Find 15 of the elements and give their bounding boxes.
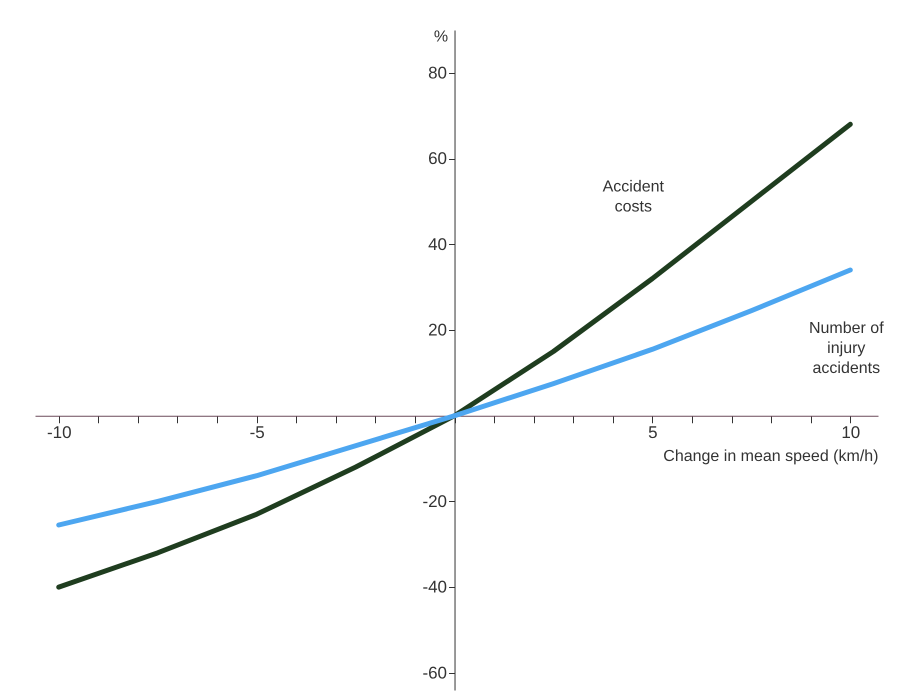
y-axis-title: % (434, 28, 448, 46)
y-tick-label: -20 (422, 492, 448, 511)
y-tick-label: 20 (428, 320, 448, 340)
y-tick-label: 80 (428, 63, 448, 82)
x-tick-label: -5 (250, 423, 265, 442)
y-tick-label: -40 (422, 578, 448, 597)
text: Accident costs (602, 178, 665, 216)
y-tick-label: 60 (428, 149, 448, 168)
series-label: Number of injury accidents (808, 320, 884, 377)
x-axis-title: Change in mean speed (km/h) (663, 448, 878, 466)
x-tick-label: 10 (841, 423, 860, 442)
y-tick-label: 40 (428, 234, 448, 254)
x-tick-label: -10 (46, 423, 72, 442)
y-tick-label: -60 (422, 663, 448, 682)
x-tick-label: 5 (648, 423, 658, 442)
